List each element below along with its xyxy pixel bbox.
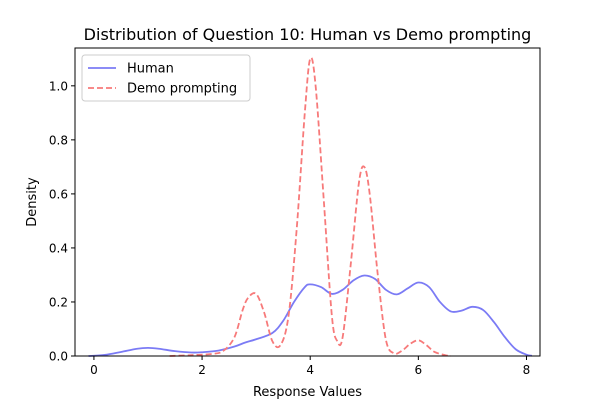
plot-area xyxy=(88,56,533,357)
plot-frame xyxy=(74,47,541,357)
x-axis-label: Response Values xyxy=(253,385,362,400)
x-tick-label: 0 xyxy=(90,363,98,377)
chart-title: Distribution of Question 10: Human vs De… xyxy=(84,25,532,44)
y-tick-label: 0.4 xyxy=(49,241,68,255)
y-axis-ticks: 0.0 0.2 0.4 0.6 0.8 1.0 xyxy=(49,79,75,364)
series-line-demo-prompting xyxy=(169,56,451,357)
legend-box xyxy=(81,54,251,102)
y-tick-label: 0.8 xyxy=(49,133,68,147)
y-tick-label: 0.2 xyxy=(49,295,68,309)
legend-label: Human xyxy=(127,62,174,77)
series-line-human xyxy=(88,274,533,357)
x-tick-label: 2 xyxy=(198,363,206,377)
x-tick-label: 4 xyxy=(306,363,314,377)
y-tick-label: 0.0 xyxy=(49,350,68,364)
y-tick-label: 1.0 xyxy=(49,79,68,93)
x-tick-label: 6 xyxy=(415,363,423,377)
x-tick-label: 8 xyxy=(523,363,531,377)
y-tick-label: 0.6 xyxy=(49,187,68,201)
legend-label: Demo prompting xyxy=(127,82,237,97)
y-axis-label: Density xyxy=(25,177,40,227)
legend: Human Demo prompting xyxy=(81,54,251,102)
x-axis-ticks: 0 2 4 6 8 xyxy=(90,356,530,377)
